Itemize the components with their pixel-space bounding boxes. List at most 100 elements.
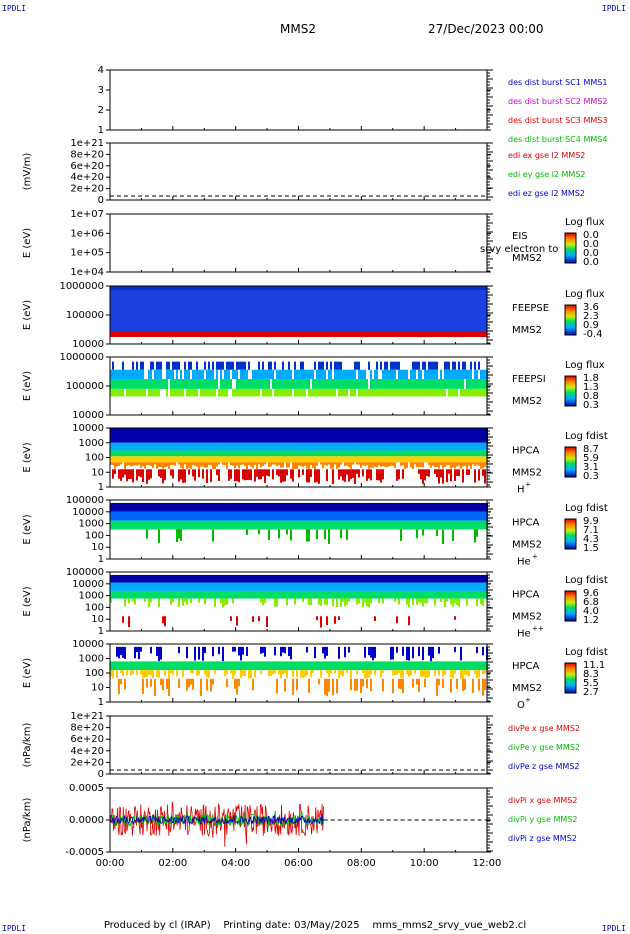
spectrogram-cell xyxy=(352,502,354,512)
spectrogram-cell xyxy=(248,502,250,512)
spectrogram-cell xyxy=(464,582,466,591)
spectrogram-cell xyxy=(214,442,216,451)
spectrogram-cell xyxy=(238,502,240,512)
spectrogram-cell xyxy=(270,582,272,591)
spectrogram-cell xyxy=(322,511,324,521)
spectrogram-cell xyxy=(418,511,420,521)
spectrogram-cell xyxy=(484,582,486,591)
y-tick-label: 2e+20 xyxy=(70,757,104,768)
spectrogram-cell xyxy=(262,520,264,530)
spectrogram-cell xyxy=(154,379,156,389)
spectrogram-cell xyxy=(442,442,444,451)
spectrogram-cell xyxy=(148,511,150,521)
spectrogram-cell xyxy=(422,646,424,661)
spectrogram-cell xyxy=(188,450,190,457)
spectrogram-cell xyxy=(174,661,176,671)
spectrogram-cell xyxy=(160,590,162,599)
spectrogram-cell xyxy=(422,450,424,457)
spectrogram-cell xyxy=(228,582,230,591)
spectrogram-cell xyxy=(204,598,206,605)
spectrogram-cell xyxy=(136,428,138,443)
spectrogram-cell xyxy=(362,511,364,521)
spectrogram-cell xyxy=(480,456,482,463)
spectrogram-cell xyxy=(170,369,172,380)
spectrogram-cell xyxy=(462,462,464,467)
spectrogram-cell xyxy=(202,369,204,380)
spectrogram-cell xyxy=(250,442,252,451)
spectrogram-cell xyxy=(244,502,246,512)
spectrogram-cell xyxy=(170,428,172,443)
spectrogram-cell xyxy=(228,450,230,457)
spectrogram-cell xyxy=(422,582,424,591)
spectrogram-cell xyxy=(118,678,120,695)
spectrogram-cell xyxy=(440,379,442,389)
spectrogram-cell xyxy=(142,361,144,370)
spectrogram-cell xyxy=(474,379,476,389)
spectrogram-cell xyxy=(134,511,136,521)
spectrogram-cell xyxy=(484,388,486,397)
spectrogram-cell xyxy=(276,502,278,512)
spectrogram-cell xyxy=(436,511,438,521)
spectrogram-cell xyxy=(316,511,318,521)
spectrogram-cell xyxy=(276,511,278,521)
spectrogram-cell xyxy=(142,442,144,451)
spectrogram-cell xyxy=(126,661,128,671)
spectrogram-cell xyxy=(148,379,150,389)
spectrogram-cell xyxy=(378,520,380,530)
spectrogram-cell xyxy=(260,379,262,389)
spectrogram-cell xyxy=(188,442,190,451)
spectrogram-cell xyxy=(276,661,278,671)
spectrogram-cell xyxy=(168,456,170,463)
spectrogram-cell xyxy=(462,442,464,451)
spectrogram-cell xyxy=(418,582,420,591)
spectrogram-cell xyxy=(356,670,358,675)
spectrogram-cell xyxy=(176,502,178,512)
spectrogram-cell xyxy=(388,574,390,583)
spectrogram-cell xyxy=(448,502,450,512)
spectrogram-cell xyxy=(266,582,268,591)
spectrogram-cell xyxy=(382,582,384,591)
spectrogram-cell xyxy=(370,388,372,397)
spectrogram-cell xyxy=(254,661,256,671)
spectrogram-cell xyxy=(306,469,308,483)
spectrogram-cell xyxy=(172,388,174,397)
spectrogram-cell xyxy=(172,379,174,389)
spectrogram-cell xyxy=(424,574,426,583)
spectrogram-cell xyxy=(424,369,426,380)
spectrogram-cell xyxy=(414,450,416,457)
spectrogram-cell xyxy=(376,590,378,599)
spectrogram-cell xyxy=(484,456,486,463)
spectrogram-cell xyxy=(198,574,200,583)
spectrogram-cell xyxy=(272,661,274,671)
spectrogram-cell xyxy=(414,511,416,521)
spectrogram-cell xyxy=(292,511,294,521)
spectrogram-cell xyxy=(260,469,262,480)
spectrogram-cell xyxy=(154,511,156,521)
spectrogram-cell xyxy=(382,442,384,451)
spectrogram-cell xyxy=(370,456,372,463)
spectrogram-cell xyxy=(442,511,444,521)
spectrogram-cell xyxy=(450,598,452,605)
spectrogram-cell xyxy=(368,388,370,397)
spectrogram-cell xyxy=(144,442,146,451)
spectrogram-cell xyxy=(420,661,422,671)
spectrogram-cell xyxy=(256,511,258,521)
spectrogram-cell xyxy=(190,511,192,521)
spectrogram-cell xyxy=(418,646,420,657)
spectrogram-cell xyxy=(452,598,454,607)
legend-entry: divPe y gse MMS2 xyxy=(508,743,580,752)
spectrogram-cell xyxy=(326,469,328,482)
spectrogram-cell xyxy=(326,590,328,599)
spectrogram-cell xyxy=(134,450,136,457)
spectrogram-cell xyxy=(188,428,190,443)
spectrogram-cell xyxy=(188,388,190,397)
spectrogram-cell xyxy=(442,450,444,457)
spectrogram-cell xyxy=(414,502,416,512)
spectrogram-cell xyxy=(376,462,378,468)
spectrogram-cell xyxy=(134,582,136,591)
spectrogram-cell xyxy=(248,574,250,583)
spectrogram-cell xyxy=(308,450,310,457)
spectrogram-cell xyxy=(356,450,358,457)
spectrogram-cell xyxy=(122,361,124,370)
spectrogram-cell xyxy=(346,582,348,591)
